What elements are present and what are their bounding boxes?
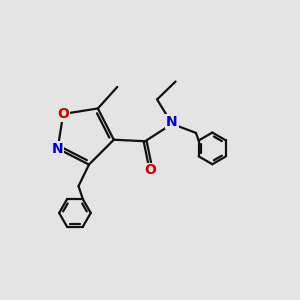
Text: O: O <box>57 107 69 121</box>
Text: O: O <box>145 164 157 178</box>
Text: N: N <box>52 142 64 156</box>
Text: N: N <box>166 115 178 128</box>
